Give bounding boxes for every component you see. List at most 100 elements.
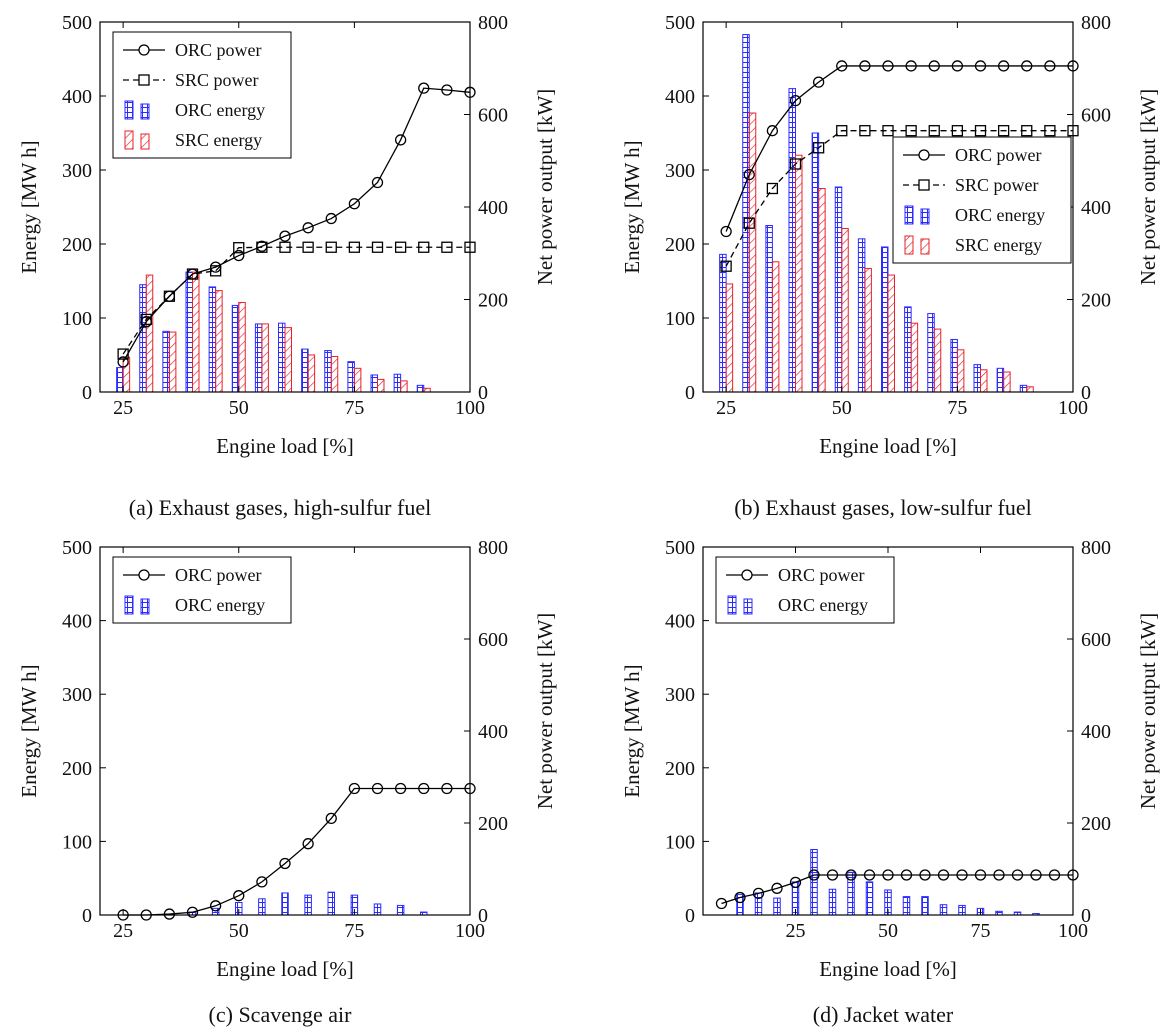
x-tick-label: 50 [832, 397, 852, 419]
data-point [325, 812, 337, 825]
bar [904, 306, 912, 393]
data-point [348, 241, 361, 253]
legend-swatch [904, 205, 914, 225]
data-point [905, 125, 917, 137]
data-point [836, 60, 848, 72]
data-point [371, 241, 384, 253]
data-point [1011, 869, 1024, 881]
y-tick-label: 400 [665, 86, 695, 108]
legend-swatch [920, 238, 930, 255]
bar [834, 186, 843, 393]
data-point [418, 241, 430, 253]
bar [939, 904, 948, 916]
data-point [789, 94, 802, 107]
x-tick-label: 25 [786, 920, 806, 942]
y2-axis-label: Net power output [kW] [533, 89, 557, 286]
y-tick-label: 400 [62, 611, 92, 633]
data-point [186, 268, 199, 280]
legend-label: ORC energy [955, 205, 1045, 225]
data-point [919, 869, 931, 881]
bar [261, 323, 269, 393]
y2-tick-label: 0 [478, 905, 488, 927]
bar [1026, 386, 1034, 393]
y2-tick-label: 200 [1081, 290, 1111, 312]
x-tick-label: 50 [229, 920, 249, 942]
data-point [715, 897, 728, 910]
y-tick-label: 0 [685, 382, 695, 404]
legend-swatch [124, 100, 134, 120]
y-tick-label: 0 [82, 905, 92, 927]
x-axis-label: Engine load [%] [819, 957, 957, 981]
data-point [163, 290, 176, 302]
y2-tick-label: 200 [478, 290, 508, 312]
y-tick-label: 200 [665, 758, 695, 780]
legend-marker [138, 74, 150, 86]
data-point [766, 182, 779, 195]
bar [396, 904, 405, 916]
data-point [186, 906, 199, 918]
x-axis-label: Engine load [%] [819, 434, 957, 458]
data-point [209, 265, 222, 277]
bar [841, 227, 849, 393]
data-point [900, 869, 913, 881]
x-tick-label: 100 [455, 920, 485, 942]
data-point [1044, 125, 1056, 137]
data-point [951, 125, 964, 137]
data-point [743, 217, 755, 229]
bar [1003, 371, 1011, 393]
y2-tick-label: 0 [1081, 382, 1091, 404]
y2-tick-label: 200 [478, 813, 508, 835]
bar [215, 290, 223, 393]
y2-tick-label: 600 [1081, 629, 1111, 651]
legend-label: SRC energy [955, 235, 1042, 255]
data-point [836, 125, 848, 137]
x-tick-label: 100 [1058, 920, 1088, 942]
bar [139, 284, 147, 393]
y-tick-label: 0 [82, 382, 92, 404]
legend-label: ORC power [955, 145, 1042, 165]
bar [773, 897, 781, 916]
x-axis-label: Engine load [%] [216, 434, 354, 458]
x-tick-label: 75 [344, 920, 364, 942]
bar [1019, 384, 1028, 393]
bar [857, 238, 866, 393]
bar [162, 330, 170, 393]
data-point [256, 241, 268, 253]
src-power-line [122, 246, 470, 355]
legend-swatch [920, 208, 930, 225]
y2-tick-label: 600 [478, 629, 508, 651]
legend-marker [138, 44, 150, 56]
bar [238, 301, 246, 393]
bar [301, 348, 309, 393]
legend-label: SRC energy [175, 130, 262, 150]
data-point [418, 782, 430, 795]
y-tick-label: 0 [685, 905, 695, 927]
y-tick-label: 400 [62, 86, 92, 108]
data-point [859, 125, 871, 137]
data-point [441, 782, 453, 795]
bar [416, 384, 425, 393]
legend-label: ORC energy [175, 595, 265, 615]
data-point [325, 241, 337, 253]
bar [818, 188, 826, 393]
y-tick-label: 100 [62, 308, 92, 330]
x-tick-label: 75 [947, 397, 967, 419]
y2-axis-label: Net power output [kW] [1136, 613, 1160, 810]
data-point [279, 857, 291, 870]
x-tick-label: 100 [455, 397, 485, 419]
y-tick-label: 100 [62, 831, 92, 853]
y-tick-label: 300 [62, 160, 92, 182]
data-point [974, 125, 987, 137]
data-point [863, 869, 876, 881]
bar [754, 892, 763, 916]
data-point [734, 891, 746, 904]
data-point [845, 869, 857, 881]
x-tick-label: 25 [716, 397, 736, 419]
y-axis-label: Energy [MW h] [17, 664, 41, 797]
y2-tick-label: 600 [478, 105, 508, 127]
legend-box [715, 556, 895, 624]
bar [208, 286, 217, 393]
bar [742, 34, 750, 393]
data-point [937, 869, 950, 881]
data-point [302, 222, 314, 234]
